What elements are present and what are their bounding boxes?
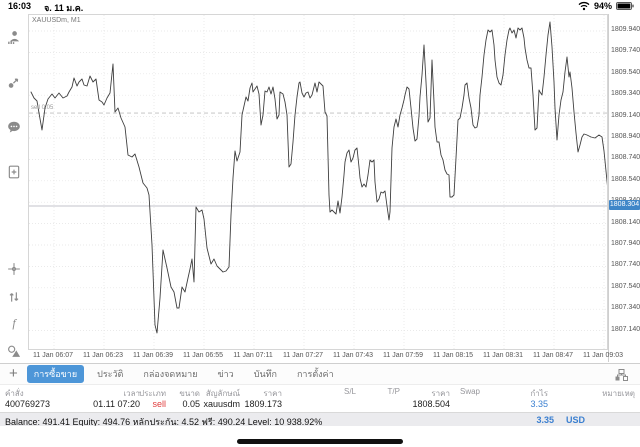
price-axis-label: 1807.540 (611, 282, 640, 290)
col-tp: T/P (387, 387, 400, 396)
chart-symbol-label: XAUUSDm, M1 (32, 17, 81, 24)
price-line-series (30, 21, 607, 334)
row-time: 01.11 07:20 (93, 399, 140, 409)
position-line-label: sell 0.05 (31, 105, 54, 112)
time-axis-label: 11 Jan 07:43 (333, 352, 373, 359)
accounts-icon[interactable] (7, 30, 21, 44)
positions-table-header: คำสั่ง เวลา ประเภท ขนาด สัญลักษณ์ ราคา S… (0, 387, 640, 398)
time-axis-label: 11 Jan 09:03 (583, 352, 623, 359)
position-row[interactable]: 400769273 01.11 07:20 sell 0.05 xauusdm … (0, 399, 640, 411)
wifi-icon (578, 1, 590, 11)
row-order-id: 400769273 (5, 399, 51, 409)
tab-mailbox[interactable]: กล่องจดหมาย (143, 369, 198, 379)
price-axis-label: 1809.940 (611, 26, 640, 33)
col-sl: S/L (343, 387, 356, 396)
time-axis-label: 11 Jan 08:47 (533, 352, 573, 359)
home-indicator[interactable] (237, 439, 403, 444)
left-toolbar: f M1 (0, 14, 28, 374)
battery-icon (616, 2, 634, 10)
tab-settings[interactable]: การตั้งค่า (296, 369, 334, 379)
price-axis-label: 1808.540 (611, 175, 640, 183)
price-axis-label: 1807.740 (611, 261, 640, 269)
account-summary-text: Balance: 491.41 Equity: 494.76 หลักประกั… (5, 417, 323, 427)
col-profit: กำไร (530, 389, 548, 398)
price-axis-label: 1809.140 (611, 111, 640, 119)
time-axis-label: 11 Jan 07:59 (383, 352, 423, 359)
tab-journal[interactable]: บันทึก (253, 369, 277, 379)
time-axis: 11 Jan 06:07 11 Jan 06:23 11 Jan 06:39 11 J… (28, 352, 623, 362)
axis-separator (608, 14, 609, 362)
time-axis-label: 11 Jan 07:27 (283, 352, 323, 359)
price-axis-label: 1808.940 (611, 133, 640, 140)
time-axis-label: 11 Jan 08:15 (433, 352, 473, 359)
col-symbol: สัญลักษณ์ (205, 389, 240, 398)
status-date: จ. 11 ม.ค. (44, 3, 84, 13)
indicators-icon[interactable]: f (12, 316, 16, 330)
time-axis-label: 11 Jan 06:55 (183, 352, 223, 359)
price-axis-label: 1809.540 (611, 68, 640, 76)
objects-icon[interactable] (7, 344, 21, 358)
price-axis-label: 1808.140 (611, 218, 640, 226)
account-currency: USD (566, 415, 586, 425)
new-order-plus-button[interactable]: + (9, 364, 18, 382)
price-axis-label: 1808.740 (611, 154, 640, 162)
time-axis-label: 11 Jan 08:31 (483, 352, 523, 359)
time-axis-label: 11 Jan 06:39 (133, 352, 173, 359)
col-note: หมายเหตุ (602, 389, 635, 398)
price-axis-label: 1807.940 (611, 240, 640, 247)
tab-trade[interactable]: การซื้อขาย (26, 365, 85, 383)
price-axis-label: 1809.740 (611, 47, 640, 55)
price-axis: 1809.940 1809.740 1809.540 1809.340 1809.140… (611, 14, 640, 350)
col-current-price: ราคา (431, 389, 450, 398)
window-layout-icon[interactable] (615, 369, 628, 381)
tab-history[interactable]: ประวัติ (97, 369, 124, 379)
row-open-price: 1809.173 (244, 399, 282, 409)
time-axis-label: 11 Jan 06:07 (33, 352, 73, 359)
clock-time: 16:03 (8, 1, 32, 11)
chart-canvas (29, 15, 607, 349)
row-size: 0.05 (182, 399, 200, 409)
price-axis-label: 1807.140 (611, 325, 640, 333)
new-order-icon[interactable] (7, 165, 21, 179)
col-open-price: ราคา (263, 389, 282, 398)
account-summary-bar: Balance: 491.41 Equity: 494.76 หลักประกั… (0, 412, 640, 427)
time-axis-label: 11 Jan 06:23 (83, 352, 123, 359)
col-time: เวลา (123, 389, 140, 398)
current-price-tag: 1808.304 (609, 200, 640, 211)
chat-icon[interactable] (7, 120, 21, 134)
row-profit: 3.35 (530, 399, 548, 409)
bottom-tabbar: + การซื้อขาย ประวัติ กล่องจดหมาย ข่าว บั… (0, 363, 640, 385)
price-alert-icon[interactable] (7, 75, 21, 89)
battery-percent: 94% (593, 1, 612, 11)
col-order: คำสั่ง (5, 389, 24, 398)
col-size: ขนาด (179, 389, 200, 398)
total-profit-value: 3.35 (536, 415, 554, 425)
tab-news[interactable]: ข่าว (217, 369, 234, 379)
status-bar: 16:03 จ. 11 ม.ค. 94% (0, 0, 640, 14)
crosshair-icon[interactable] (7, 262, 21, 276)
row-current-price: 1808.504 (412, 399, 450, 409)
col-type: ประเภท (139, 389, 166, 398)
home-area (0, 426, 640, 447)
col-swap: Swap (459, 387, 480, 396)
row-type: sell (152, 399, 166, 409)
time-axis-label: 11 Jan 07:11 (233, 352, 273, 359)
row-symbol: xauusdm (203, 399, 240, 409)
price-axis-label: 1807.340 (611, 304, 640, 312)
trade-arrows-icon[interactable] (7, 290, 21, 304)
price-chart[interactable]: XAUUSDm, M1 sell 0.05 (28, 14, 608, 350)
price-axis-label: 1809.340 (611, 90, 640, 98)
